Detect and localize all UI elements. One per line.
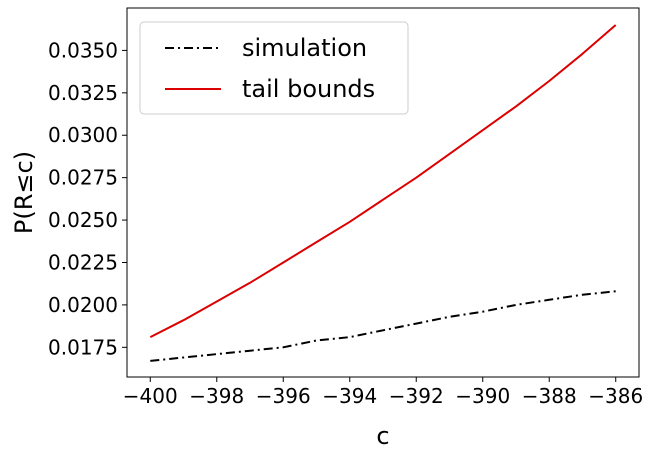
x-tick-label: −386 bbox=[588, 384, 643, 408]
x-tick-label: −390 bbox=[455, 384, 510, 408]
x-tick-label: −396 bbox=[256, 384, 311, 408]
y-tick-label: 0.0275 bbox=[48, 166, 118, 190]
y-tick-label: 0.0200 bbox=[48, 293, 118, 317]
series-layer bbox=[149, 24, 617, 362]
y-tick-label: 0.0300 bbox=[48, 123, 118, 147]
y-axis-label: P(R≤c) bbox=[10, 151, 38, 234]
legend-label: simulation bbox=[242, 34, 367, 62]
y-tick-label: 0.0175 bbox=[48, 335, 118, 359]
legend-box bbox=[139, 21, 409, 115]
x-axis-label: c bbox=[376, 422, 389, 450]
legend: simulation tail bounds bbox=[139, 21, 409, 115]
y-tick-label: 0.0350 bbox=[48, 38, 118, 62]
y-tick-label: 0.0250 bbox=[48, 208, 118, 232]
series-line-tail-bounds bbox=[149, 24, 617, 338]
series-line-simulation bbox=[150, 290, 616, 362]
y-tick-label: 0.0325 bbox=[48, 81, 118, 105]
y-axis: 0.0175 0.0200 0.0225 0.0250 0.0275 0.0300 0.03… bbox=[48, 38, 127, 359]
x-tick-label: −400 bbox=[123, 384, 178, 408]
legend-label: tail bounds bbox=[242, 75, 375, 103]
x-axis: −400 −398 −396 −394 −392 −390 −388 −386 bbox=[123, 377, 643, 408]
x-tick-label: −388 bbox=[522, 384, 577, 408]
x-tick-label: −394 bbox=[322, 384, 377, 408]
plot-frame bbox=[126, 7, 640, 378]
x-tick-label: −392 bbox=[389, 384, 444, 408]
x-tick-label: −398 bbox=[189, 384, 244, 408]
y-tick-label: 0.0225 bbox=[48, 250, 118, 274]
